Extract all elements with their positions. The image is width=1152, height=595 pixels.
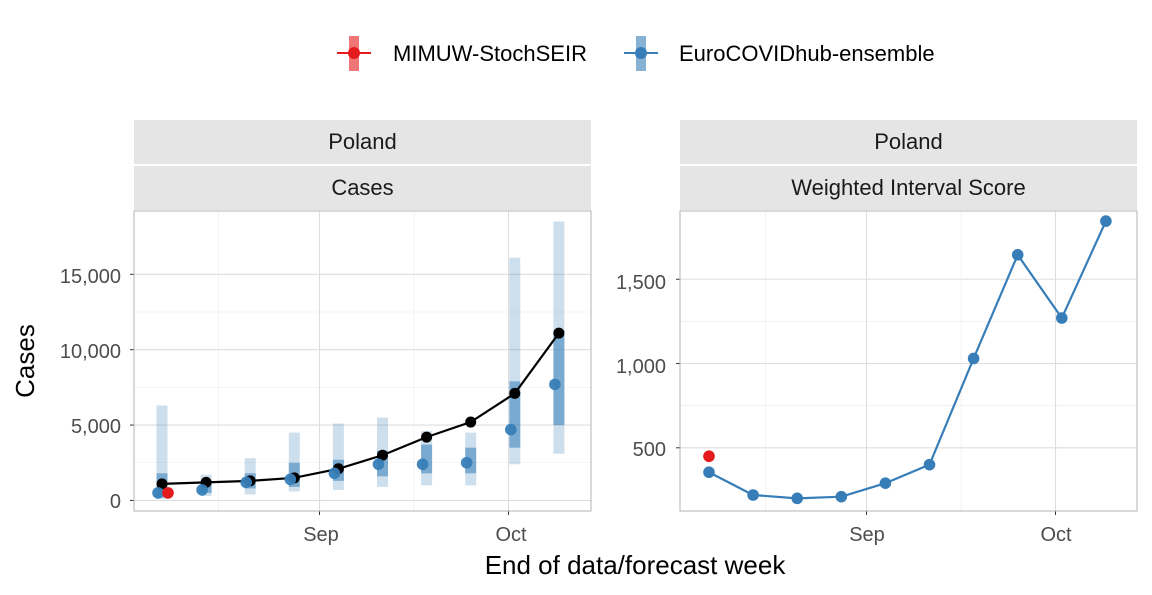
strip-top-cases — [134, 120, 591, 164]
median-point-ensemble — [196, 484, 208, 496]
y-tick-wis-1: 1,000 — [616, 356, 666, 378]
interval-outer-ensemble — [332, 423, 344, 490]
wis-point-ensemble — [1011, 249, 1024, 261]
median-point-ensemble — [549, 378, 561, 391]
legend: MIMUW-StochSEIR EuroCOVIDhub-ensemble — [337, 36, 935, 71]
legend-label-mimuw: MIMUW-StochSEIR — [393, 41, 587, 66]
median-point-ensemble — [460, 456, 473, 469]
wis-line-ensemble — [708, 220, 1107, 500]
panel-cases: Poland Cases 0 5,000 10,000 15,000 Sep O… — [60, 120, 592, 546]
y-axis-title: Cases — [10, 324, 40, 398]
legend-label-ensemble: EuroCOVIDhub-ensemble — [679, 41, 935, 66]
median-point-ensemble — [416, 458, 429, 471]
y-tick-wis-2: 1,500 — [616, 272, 666, 294]
observed-point — [156, 478, 168, 490]
strip-bottom-cases — [134, 166, 591, 210]
median-point-mimuw — [162, 487, 174, 499]
observed-point — [465, 416, 477, 428]
strip-top-wis — [680, 120, 1137, 164]
interval-inner-ensemble — [553, 330, 565, 426]
strip-bottom-wis-label: Weighted Interval Score — [791, 175, 1025, 200]
median-point-ensemble — [372, 458, 385, 471]
x-tick-cases-oct: Oct — [495, 524, 527, 546]
strip-bottom-cases-label: Cases — [331, 175, 393, 200]
interval-outer-ensemble — [156, 405, 168, 499]
panel-wis: Poland Weighted Interval Score 500 1,000… — [616, 120, 1138, 546]
observed-point — [377, 449, 388, 461]
observed-point — [509, 387, 521, 399]
observed-line — [161, 332, 560, 485]
interval-outer-ensemble — [509, 257, 521, 465]
median-point-ensemble — [505, 423, 517, 436]
strip-top-wis-label: Poland — [874, 129, 943, 154]
wis-point-ensemble — [923, 458, 936, 471]
y-tick-cases-0: 0 — [110, 491, 121, 513]
median-point-ensemble — [240, 476, 252, 489]
wis-point-ensemble — [967, 352, 980, 365]
y-tick-wis-0: 500 — [633, 439, 666, 461]
panel-background — [134, 211, 591, 511]
wis-point-mimuw — [703, 450, 715, 463]
y-tick-cases-3: 15,000 — [60, 266, 121, 288]
wis-point-ensemble — [879, 477, 892, 489]
interval-inner-ensemble — [421, 444, 433, 474]
wis-point-ensemble — [703, 466, 715, 479]
wis-point-ensemble — [1056, 312, 1068, 324]
panel-background — [680, 211, 1137, 511]
x-tick-cases-sep: Sep — [303, 524, 339, 546]
y-tick-cases-2: 10,000 — [60, 341, 121, 363]
median-point-ensemble — [328, 467, 341, 480]
panel-border-wis — [679, 210, 1138, 512]
marks-wis — [703, 215, 1112, 505]
interval-outer-ensemble — [288, 432, 300, 492]
x-tick-wis-oct: Oct — [1040, 524, 1072, 546]
legend-key-mimuw — [337, 36, 371, 71]
x-axis-title: End of data/forecast week — [485, 550, 787, 580]
grid-cases — [130, 211, 591, 515]
observed-point — [553, 327, 565, 339]
median-point-ensemble — [284, 473, 297, 486]
median-point-ensemble — [152, 487, 164, 499]
wis-point-ensemble — [835, 490, 848, 503]
grid-wis — [676, 211, 1137, 515]
x-tick-wis-sep: Sep — [849, 524, 885, 546]
wis-point-ensemble — [791, 492, 803, 505]
legend-key-ensemble — [624, 36, 658, 71]
wis-point-ensemble — [1100, 215, 1112, 227]
panel-border-cases — [133, 210, 592, 512]
strip-top-cases-label: Poland — [328, 129, 397, 154]
observed-point — [421, 431, 433, 443]
strip-bottom-wis — [680, 166, 1137, 210]
y-tick-cases-1: 5,000 — [71, 416, 121, 438]
wis-point-ensemble — [747, 489, 759, 501]
marks-cases — [152, 221, 565, 499]
interval-inner-ensemble — [509, 381, 521, 448]
